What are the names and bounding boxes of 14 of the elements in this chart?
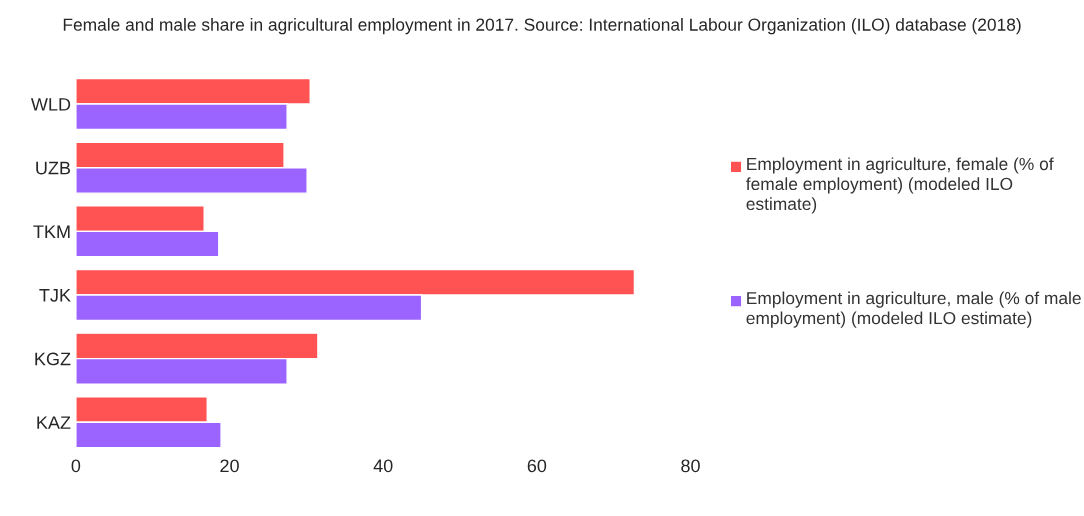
x-tick-label: 0 <box>71 459 81 473</box>
x-tick-label: 60 <box>527 459 547 473</box>
y-tick-label: KAZ <box>37 416 71 429</box>
chart-title: Female and male share in agricultural employment in 2017. Source: International Labour Organization (ILO) database (2018) <box>63 18 1021 35</box>
y-tick-label: TKM <box>33 225 70 238</box>
y-tick-label: KGZ <box>35 352 71 366</box>
y-tick-label: WLD <box>30 98 71 111</box>
y-tick-label: TJK <box>39 289 71 302</box>
x-tick-label: 40 <box>373 459 393 473</box>
x-tick-label: 20 <box>220 459 239 473</box>
legend-label: Employment in agriculture, male (% of male employment) (modeled ILO estimate) <box>746 291 1081 328</box>
y-tick-label: UZB <box>36 161 71 175</box>
x-tick-label: 80 <box>681 459 700 473</box>
legend-label: Employment in agriculture, female (% of female employment) (modeled ILO estimate) <box>746 157 1054 214</box>
